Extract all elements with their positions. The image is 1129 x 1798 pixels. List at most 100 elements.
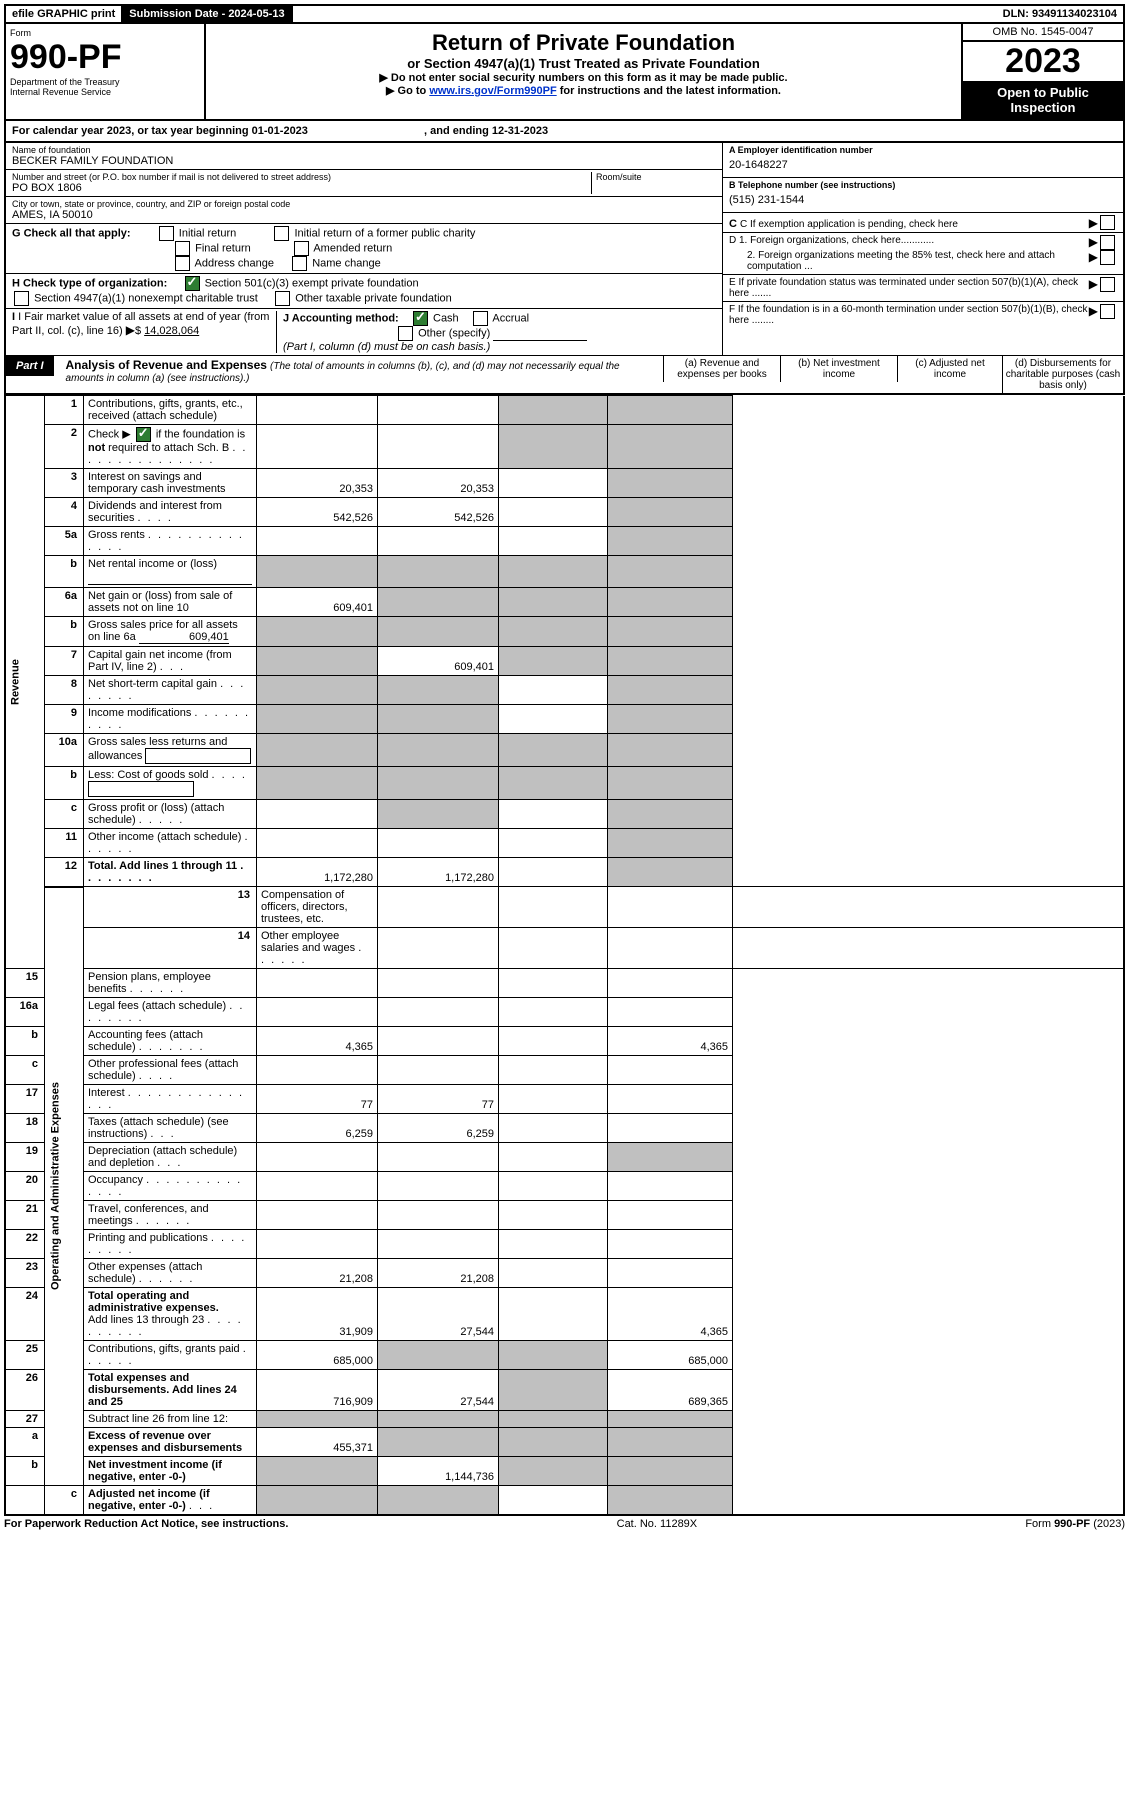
- top-bar: efile GRAPHIC print Submission Date - 20…: [4, 4, 1125, 24]
- table-row: 20Occupancy . . . . . . . . . . . . . .: [5, 1172, 1124, 1201]
- chk-sch-b[interactable]: [136, 427, 151, 442]
- table-row: Revenue 1Contributions, gifts, grants, e…: [5, 396, 1124, 425]
- phone-value: (515) 231-1544: [729, 190, 1117, 210]
- header-note-2: ▶ Go to www.irs.gov/Form990PF for instru…: [216, 84, 951, 97]
- form-number: 990-PF: [10, 38, 200, 77]
- section-g: G Check all that apply: Initial return I…: [6, 224, 722, 274]
- chk-cash[interactable]: [413, 311, 428, 326]
- g-label: G Check all that apply:: [12, 227, 131, 239]
- input-10a[interactable]: [145, 748, 251, 764]
- chk-e[interactable]: [1100, 277, 1115, 292]
- footer-left: For Paperwork Reduction Act Notice, see …: [4, 1518, 288, 1530]
- table-row: 24Total operating and administrative exp…: [5, 1288, 1124, 1341]
- table-row: 5aGross rents . . . . . . . . . . . . . …: [5, 527, 1124, 556]
- chk-amended[interactable]: [294, 241, 309, 256]
- phone-label: B Telephone number (see instructions): [729, 180, 1117, 190]
- table-row: bNet investment income (if negative, ent…: [5, 1457, 1124, 1486]
- chk-accrual[interactable]: [473, 311, 488, 326]
- table-row: 14Other employee salaries and wages . . …: [5, 928, 1124, 969]
- fmv-value: 14,028,064: [144, 325, 199, 337]
- table-row: 8Net short-term capital gain . . . . . .…: [5, 676, 1124, 705]
- table-row: cOther professional fees (attach schedul…: [5, 1056, 1124, 1085]
- page-footer: For Paperwork Reduction Act Notice, see …: [4, 1516, 1125, 1532]
- table-row: 6aNet gain or (loss) from sale of assets…: [5, 588, 1124, 617]
- table-row: 18Taxes (attach schedule) (see instructi…: [5, 1114, 1124, 1143]
- table-row: 26Total expenses and disbursements. Add …: [5, 1370, 1124, 1411]
- table-row: 19Depreciation (attach schedule) and dep…: [5, 1143, 1124, 1172]
- table-row: cGross profit or (loss) (attach schedule…: [5, 800, 1124, 829]
- table-row: bGross sales price for all assets on lin…: [5, 617, 1124, 647]
- foundation-city: AMES, IA 50010: [12, 209, 716, 221]
- omb-number: OMB No. 1545-0047: [963, 24, 1123, 42]
- part1-table: Revenue 1Contributions, gifts, grants, e…: [4, 395, 1125, 1516]
- identification-block: Name of foundation BECKER FAMILY FOUNDAT…: [4, 143, 1125, 356]
- chk-f[interactable]: [1100, 304, 1115, 319]
- room-label: Room/suite: [596, 172, 716, 182]
- section-h: H Check type of organization: Section 50…: [6, 274, 722, 309]
- dept-label: Department of the Treasury: [10, 77, 200, 87]
- form-title: Return of Private Foundation: [216, 30, 951, 56]
- chk-c[interactable]: [1100, 215, 1115, 230]
- footer-mid: Cat. No. 11289X: [617, 1518, 698, 1530]
- chk-4947[interactable]: [14, 291, 29, 306]
- part1-tag: Part I: [6, 356, 54, 376]
- calendar-year-row: For calendar year 2023, or tax year begi…: [4, 121, 1125, 143]
- foundation-address: PO BOX 1806: [12, 182, 591, 194]
- expenses-side-label: Operating and Administrative Expenses: [45, 887, 84, 1486]
- foundation-name: BECKER FAMILY FOUNDATION: [12, 155, 716, 167]
- chk-initial-public[interactable]: [274, 226, 289, 241]
- submission-date: Submission Date - 2024-05-13: [123, 6, 292, 22]
- col-a-header: (a) Revenue and expenses per books: [663, 356, 780, 382]
- table-row: 16aLegal fees (attach schedule) . . . . …: [5, 998, 1124, 1027]
- irs-label: Internal Revenue Service: [10, 87, 200, 97]
- table-row: 2Check ▶ if the foundation is not requir…: [5, 425, 1124, 469]
- ein-label: A Employer identification number: [729, 145, 1117, 155]
- cal-year-begin: For calendar year 2023, or tax year begi…: [12, 125, 308, 137]
- chk-final-return[interactable]: [175, 241, 190, 256]
- form-header: Form 990-PF Department of the Treasury I…: [4, 24, 1125, 121]
- table-row: 12Total. Add lines 1 through 11 . . . . …: [5, 858, 1124, 887]
- addr-label: Number and street (or P.O. box number if…: [12, 172, 591, 182]
- col-b-header: (b) Net investment income: [780, 356, 897, 382]
- chk-d2[interactable]: [1100, 250, 1115, 265]
- table-row: 25Contributions, gifts, grants paid . . …: [5, 1341, 1124, 1370]
- chk-d1[interactable]: [1100, 235, 1115, 250]
- e-label: E If private foundation status was termi…: [729, 277, 1089, 299]
- d1-label: D 1. Foreign organizations, check here..…: [729, 235, 1089, 250]
- form990pf-link[interactable]: www.irs.gov/Form990PF: [429, 85, 556, 97]
- chk-501c3[interactable]: [185, 276, 200, 291]
- table-row: 27Subtract line 26 from line 12:: [5, 1411, 1124, 1428]
- table-row: aExcess of revenue over expenses and dis…: [5, 1428, 1124, 1457]
- other-specify-input[interactable]: [493, 326, 587, 341]
- table-row: 23Other expenses (attach schedule) . . .…: [5, 1259, 1124, 1288]
- table-row: 22Printing and publications . . . . . . …: [5, 1230, 1124, 1259]
- name-label: Name of foundation: [12, 145, 716, 155]
- table-row: 10aGross sales less returns and allowanc…: [5, 734, 1124, 767]
- table-row: 17Interest . . . . . . . . . . . . . . .…: [5, 1085, 1124, 1114]
- j-note: (Part I, column (d) must be on cash basi…: [283, 341, 490, 353]
- open-to-public: Open to Public Inspection: [963, 81, 1123, 119]
- revenue-side-label: Revenue: [5, 396, 45, 969]
- ein-value: 20-1648227: [729, 155, 1117, 175]
- header-note-1: ▶ Do not enter social security numbers o…: [216, 71, 951, 84]
- section-j: J Accounting method: Cash Accrual Other …: [277, 311, 716, 353]
- chk-address-change[interactable]: [175, 256, 190, 271]
- chk-name-change[interactable]: [292, 256, 307, 271]
- table-row: 3Interest on savings and temporary cash …: [5, 469, 1124, 498]
- input-5b[interactable]: [88, 570, 252, 585]
- input-10b[interactable]: [88, 781, 194, 797]
- note2-pre: ▶ Go to: [386, 85, 429, 97]
- footer-right: Form 990-PF (2023): [1025, 1518, 1125, 1530]
- city-label: City or town, state or province, country…: [12, 199, 716, 209]
- cal-year-end: , and ending 12-31-2023: [424, 125, 548, 137]
- d2-label: 2. Foreign organizations meeting the 85%…: [729, 250, 1089, 272]
- chk-other-method[interactable]: [398, 326, 413, 341]
- table-row: 7Capital gain net income (from Part IV, …: [5, 647, 1124, 676]
- chk-initial-return[interactable]: [159, 226, 174, 241]
- form-subtitle: or Section 4947(a)(1) Trust Treated as P…: [216, 56, 951, 71]
- chk-other-taxable[interactable]: [275, 291, 290, 306]
- part1-title: Analysis of Revenue and Expenses: [66, 358, 267, 372]
- val-6b: 609,401: [139, 631, 229, 644]
- j-label: J Accounting method:: [283, 312, 399, 324]
- table-row: cAdjusted net income (if negative, enter…: [5, 1486, 1124, 1516]
